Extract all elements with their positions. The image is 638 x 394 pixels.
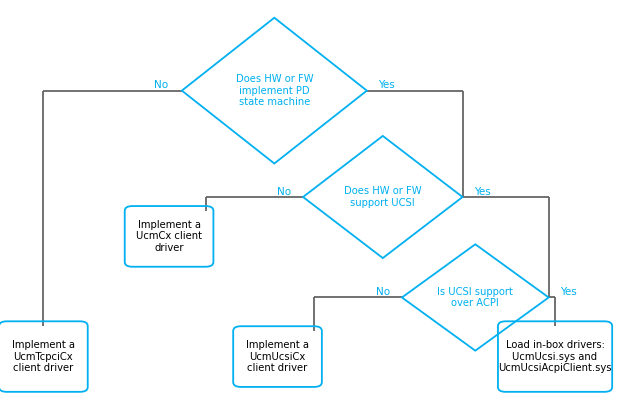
Text: No: No <box>154 80 168 91</box>
Text: Is UCSI support
over ACPI: Is UCSI support over ACPI <box>438 287 513 308</box>
Text: Implement a
UcmCx client
driver: Implement a UcmCx client driver <box>136 220 202 253</box>
Text: Load in-box drivers:
UcmUcsi.sys and
UcmUcsiAcpiClient.sys: Load in-box drivers: UcmUcsi.sys and Ucm… <box>498 340 612 373</box>
Text: Implement a
UcmUcsiCx
client driver: Implement a UcmUcsiCx client driver <box>246 340 309 373</box>
Text: No: No <box>278 187 292 197</box>
Text: Yes: Yes <box>560 287 577 297</box>
Text: Does HW or FW
implement PD
state machine: Does HW or FW implement PD state machine <box>235 74 313 107</box>
Text: Does HW or FW
support UCSI: Does HW or FW support UCSI <box>344 186 422 208</box>
Text: No: No <box>376 287 390 297</box>
Text: Implement a
UcmTcpciCx
client driver: Implement a UcmTcpciCx client driver <box>12 340 75 373</box>
Text: Yes: Yes <box>474 187 491 197</box>
Text: Yes: Yes <box>378 80 395 91</box>
